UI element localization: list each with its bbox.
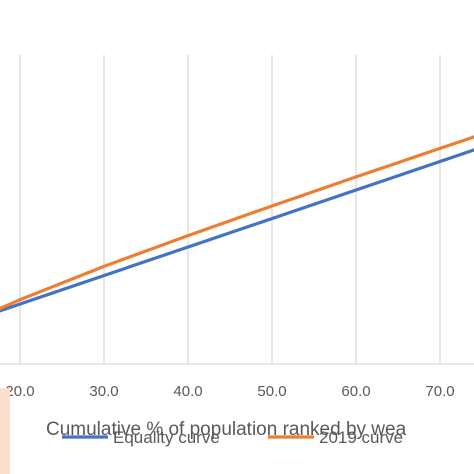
series-lines — [0, 135, 474, 313]
x-tick-labels: 20.0 30.0 40.0 50.0 60.0 70.0 — [5, 383, 454, 400]
x-tick-label: 20.0 — [5, 383, 34, 400]
legend-color-box-partial — [0, 388, 10, 474]
x-tick-label: 50.0 — [257, 383, 286, 400]
x-tick-label: 40.0 — [173, 383, 202, 400]
x-tick-label: 30.0 — [89, 383, 118, 400]
series-line-2019-curve — [0, 135, 474, 311]
legend-label-equality-curve: Equality curve — [113, 428, 220, 447]
x-tick-label: 70.0 — [425, 383, 454, 400]
series-line-equality-curve — [0, 148, 474, 313]
x-axis-title: Cumulative % of population ranked by wea — [46, 419, 407, 440]
legend-label-2019-curve: 2019 curve — [319, 428, 403, 447]
legend: Equality curve 2019 curve — [62, 428, 403, 447]
x-tick-label: 60.0 — [341, 383, 370, 400]
gridlines — [19, 55, 441, 364]
